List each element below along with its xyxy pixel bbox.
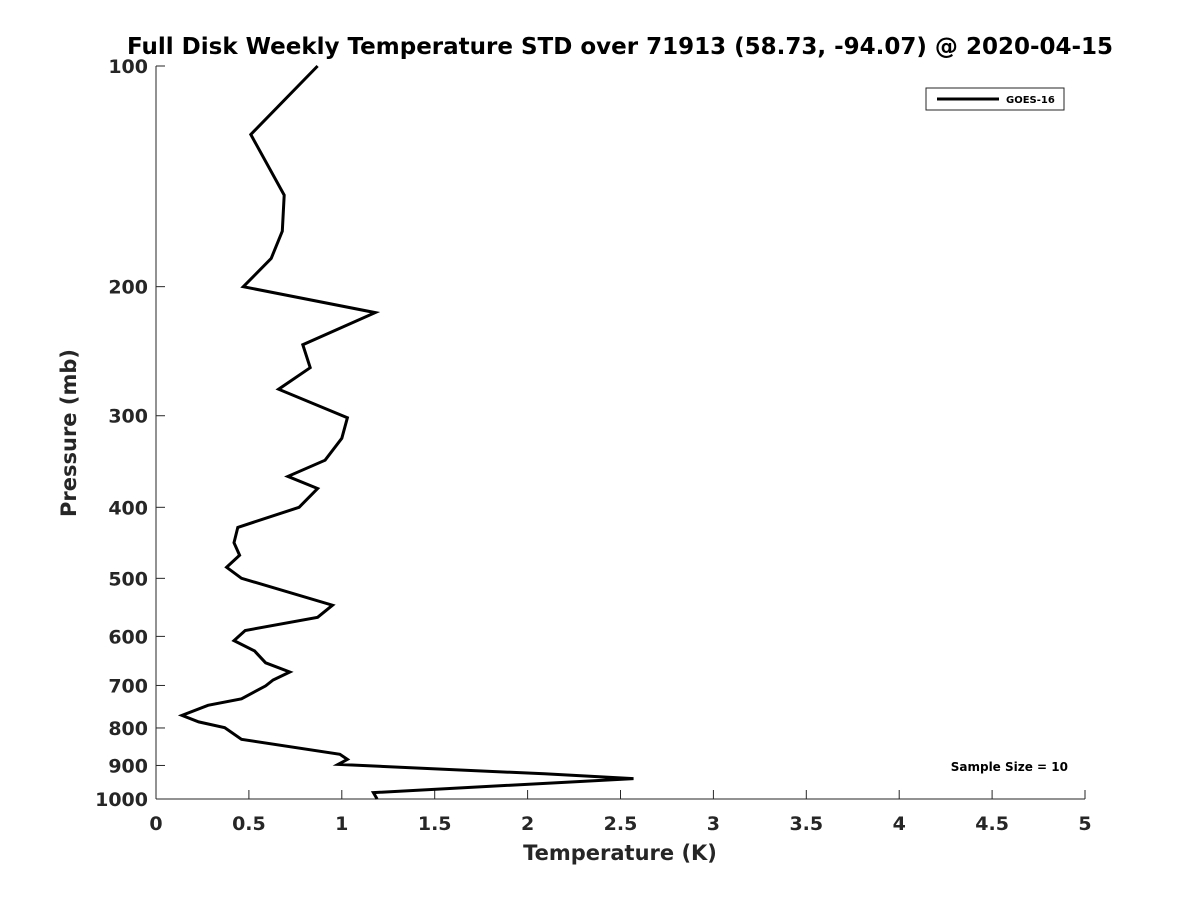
x-tick-label: 1 <box>335 813 348 835</box>
x-tick-label: 1.5 <box>418 813 452 835</box>
legend-label-goes-16: GOES-16 <box>1006 95 1055 106</box>
x-axis-ticks: 0 0.5 1 1.5 2 2.5 3 3.5 4 4.5 5 <box>149 790 1092 835</box>
series-line-goes-16 <box>177 64 634 800</box>
sample-size-annotation: Sample Size = 10 <box>951 760 1068 774</box>
y-tick-label: 400 <box>108 497 148 519</box>
x-tick-label: 0.5 <box>232 813 266 835</box>
x-tick-label: 0 <box>149 813 162 835</box>
y-tick-label: 600 <box>108 626 148 648</box>
y-tick-label: 1000 <box>95 789 148 811</box>
x-tick-label: 2 <box>521 813 534 835</box>
y-axis-label: Pressure (mb) <box>57 349 81 517</box>
x-tick-label: 4 <box>893 813 906 835</box>
x-axis-label: Temperature (K) <box>523 841 717 865</box>
y-tick-label: 200 <box>108 277 148 299</box>
y-axis-ticks: 100 200 300 400 500 600 700 800 900 1000 <box>95 56 165 811</box>
y-tick-label: 700 <box>108 675 148 697</box>
y-tick-label: 100 <box>108 56 148 78</box>
x-tick-label: 3 <box>707 813 720 835</box>
y-tick-label: 900 <box>108 755 148 777</box>
x-tick-label: 4.5 <box>975 813 1009 835</box>
legend: GOES-16 <box>925 87 1065 111</box>
x-tick-label: 3.5 <box>789 813 823 835</box>
x-tick-label: 5 <box>1078 813 1091 835</box>
x-tick-label: 2.5 <box>604 813 638 835</box>
y-tick-label: 300 <box>108 406 148 428</box>
y-tick-label: 500 <box>108 568 148 590</box>
y-tick-label: 800 <box>108 718 148 740</box>
chart-title: Full Disk Weekly Temperature STD over 71… <box>127 34 1113 60</box>
plot-area <box>177 64 634 800</box>
